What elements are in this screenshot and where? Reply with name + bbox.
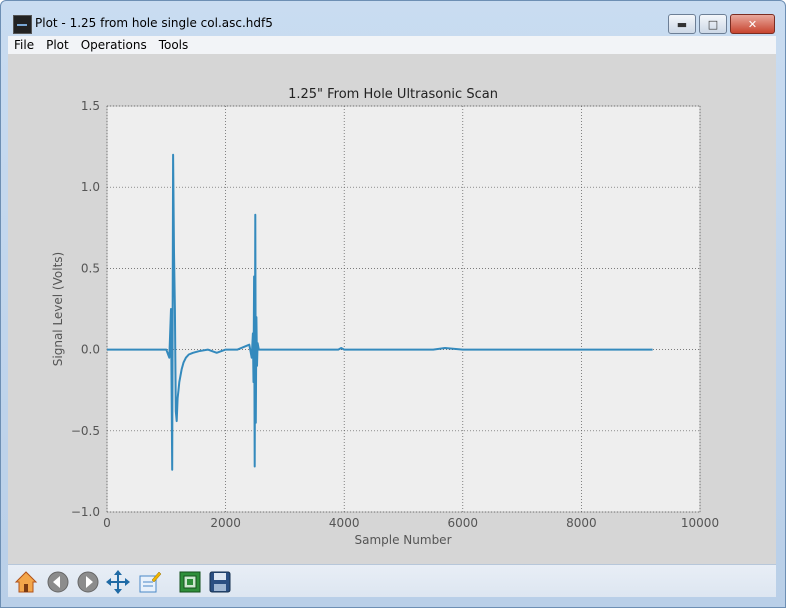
- x-axis-label: Sample Number: [354, 533, 451, 547]
- menu-tools[interactable]: Tools: [158, 38, 189, 52]
- back-icon[interactable]: [46, 570, 70, 594]
- save-icon[interactable]: [208, 570, 232, 594]
- menu-file[interactable]: File: [14, 38, 35, 52]
- menu-plot[interactable]: Plot: [46, 38, 69, 52]
- menu-operations[interactable]: Operations: [80, 38, 147, 52]
- y-tick-label: 0.5: [81, 261, 100, 275]
- x-tick-label: 10000: [681, 516, 719, 530]
- y-tick-label: 1.5: [81, 99, 100, 113]
- y-axis-label: Signal Level (Volts): [51, 252, 65, 366]
- minimize-icon: ▬: [676, 17, 688, 31]
- maximize-button[interactable]: □: [699, 14, 727, 34]
- x-tick-label: 4000: [329, 516, 360, 530]
- navigation-toolbar: [8, 564, 776, 597]
- y-ticks: 1.5 1.0 0.5 0.0 −0.5 −1.0: [71, 99, 100, 519]
- maximize-icon: □: [707, 17, 719, 31]
- menu-bar: File Plot Operations Tools: [8, 36, 776, 54]
- x-tick-label: 0: [103, 516, 111, 530]
- pan-icon[interactable]: [106, 570, 130, 594]
- series-line-0: [107, 153, 653, 471]
- subplot-config-icon[interactable]: [178, 570, 202, 594]
- chart-title: 1.25" From Hole Ultrasonic Scan: [288, 87, 498, 102]
- y-tick-label: 0.0: [81, 343, 100, 357]
- x-tick-label: 6000: [448, 516, 479, 530]
- forward-icon[interactable]: [76, 570, 100, 594]
- y-tick-label: 1.0: [81, 180, 100, 194]
- plot-area: [106, 105, 701, 513]
- close-icon: ✕: [747, 17, 758, 31]
- title-bar[interactable]: Plot - 1.25 from hole single col.asc.hdf…: [1, 1, 785, 35]
- minimize-button[interactable]: ▬: [668, 14, 696, 34]
- y-tick-label: −1.0: [71, 505, 100, 519]
- edit-curves-icon[interactable]: [138, 570, 162, 594]
- close-button[interactable]: ✕: [730, 14, 775, 34]
- y-tick-label: −0.5: [71, 424, 100, 438]
- home-icon[interactable]: [14, 570, 38, 594]
- app-icon: [13, 15, 32, 34]
- window-title: Plot - 1.25 from hole single col.asc.hdf…: [35, 16, 273, 30]
- x-ticks: 0 2000 4000 6000 8000 10000: [103, 516, 719, 530]
- x-tick-label: 2000: [210, 516, 241, 530]
- series: [107, 153, 653, 471]
- x-tick-label: 8000: [566, 516, 597, 530]
